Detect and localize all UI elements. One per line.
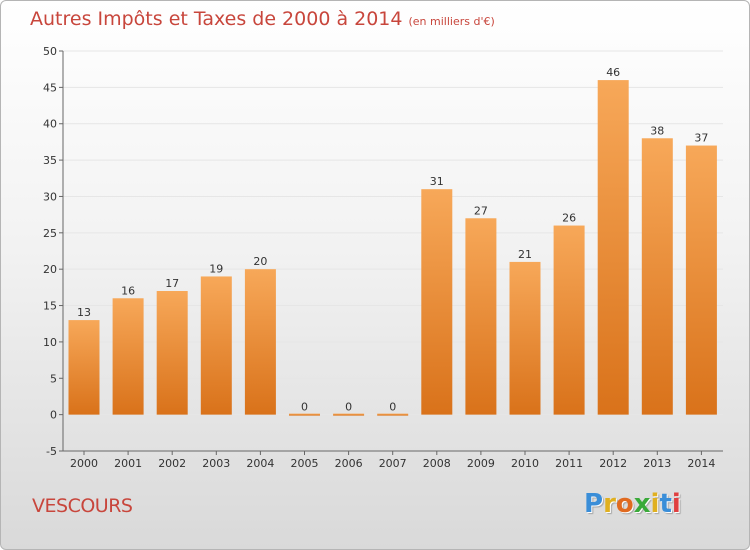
y-tick-label: 45 — [43, 81, 57, 94]
bars — [68, 80, 717, 416]
bar-2012 — [597, 80, 629, 415]
chart-subtitle: (en milliers d'€) — [408, 15, 495, 28]
x-tick-label-2005: 2005 — [291, 457, 319, 470]
y-tick-label: 15 — [43, 300, 57, 313]
logo-letter: P — [584, 489, 604, 519]
logo-letter: o — [615, 489, 634, 519]
data-label-2004: 20 — [253, 255, 267, 268]
x-tick-label-2007: 2007 — [379, 457, 407, 470]
y-tick-label: 30 — [43, 190, 57, 203]
data-label-2007: 0 — [389, 401, 396, 414]
data-label-2014: 37 — [694, 132, 708, 145]
bar-2011 — [553, 225, 585, 415]
bar-2001 — [112, 298, 144, 415]
bar-2006 — [333, 413, 365, 416]
bar-2004 — [244, 269, 276, 415]
y-tick-label: 20 — [43, 263, 57, 276]
x-tick-label-2011: 2011 — [555, 457, 583, 470]
x-tick-label-2000: 2000 — [70, 457, 98, 470]
y-tick-label: 25 — [43, 227, 57, 240]
data-label-2002: 17 — [165, 277, 179, 290]
y-tick-label: 0 — [50, 409, 57, 422]
bar-2013 — [641, 138, 673, 415]
x-tick-label-2010: 2010 — [511, 457, 539, 470]
logo-letter: r — [603, 489, 616, 519]
data-label-2001: 16 — [121, 284, 135, 297]
x-tick-label-2004: 2004 — [246, 457, 274, 470]
bar-2014 — [685, 145, 717, 415]
y-tick-label: 50 — [43, 45, 57, 58]
y-tick-label: 10 — [43, 336, 57, 349]
bar-2008 — [421, 189, 453, 415]
bar-2010 — [509, 261, 541, 415]
bar-2009 — [465, 218, 497, 415]
x-tick-label-2009: 2009 — [467, 457, 495, 470]
data-label-2009: 27 — [474, 204, 488, 217]
chart-title: Autres Impôts et Taxes de 2000 à 2014 — [30, 8, 403, 30]
y-tick-label: -5 — [46, 445, 57, 458]
x-tick-label-2012: 2012 — [599, 457, 627, 470]
x-tick-label-2001: 2001 — [114, 457, 142, 470]
logo-letter: x — [633, 489, 651, 519]
data-label-2000: 13 — [77, 306, 91, 319]
bar-2002 — [156, 291, 188, 415]
proxiti-logo[interactable]: Proxiti — [584, 489, 681, 519]
bar-2000 — [68, 320, 100, 415]
chart-title-line: Autres Impôts et Taxes de 2000 à 2014 (en… — [30, 8, 495, 30]
data-label-2005: 0 — [301, 401, 308, 414]
bar-2007 — [377, 413, 409, 416]
data-label-2011: 26 — [562, 212, 576, 225]
data-label-2008: 31 — [430, 175, 444, 188]
data-label-2003: 19 — [209, 262, 223, 275]
logo-letter: i — [650, 489, 660, 519]
commune-name: VESCOURS — [32, 495, 133, 517]
y-tick-label: 35 — [43, 154, 57, 167]
logo-letter: i — [671, 489, 681, 519]
x-tick-label-2014: 2014 — [687, 457, 715, 470]
data-label-2010: 21 — [518, 248, 532, 261]
bar-2005 — [289, 413, 320, 416]
x-tick-label-2002: 2002 — [158, 457, 186, 470]
x-tick-label-2006: 2006 — [335, 457, 363, 470]
bar-2003 — [200, 276, 232, 415]
x-tick-label-2013: 2013 — [643, 457, 671, 470]
data-labels: 13 16 17 19 20 0 0 0 31 27 21 26 46 38 37 — [77, 66, 708, 414]
data-label-2006: 0 — [345, 401, 352, 414]
data-label-2013: 38 — [650, 124, 664, 137]
y-tick-label: 40 — [43, 118, 57, 131]
y-tick-label: 5 — [50, 372, 57, 385]
data-label-2012: 46 — [606, 66, 620, 79]
x-tick-label-2003: 2003 — [202, 457, 230, 470]
x-tick-label-2008: 2008 — [423, 457, 451, 470]
logo-letter: t — [659, 489, 672, 519]
axes — [59, 50, 723, 455]
